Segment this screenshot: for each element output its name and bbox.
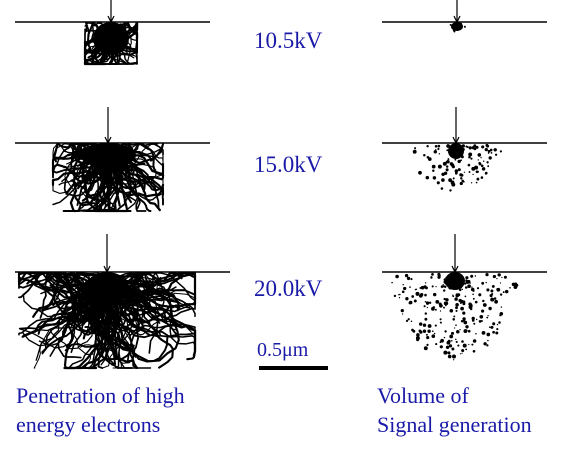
signal-volume-dots bbox=[449, 22, 466, 33]
right-caption-line-2: Signal generation bbox=[377, 412, 532, 437]
voltage-label-15kv: 15.0kV bbox=[254, 152, 323, 177]
left-caption-line-1: Penetration of high bbox=[16, 383, 185, 408]
signal-volume-panel-10kv bbox=[382, 0, 547, 33]
signal-volume-panel-20kv bbox=[382, 234, 547, 361]
electron-trajectories bbox=[83, 21, 139, 66]
signal-volume-panel-15kv bbox=[382, 107, 547, 192]
right-caption: Volume of Signal generation bbox=[377, 381, 532, 439]
scale-bar bbox=[259, 366, 328, 370]
voltage-label-10-5kv: 10.5kV bbox=[254, 28, 323, 53]
left-caption: Penetration of high energy electrons bbox=[16, 381, 185, 439]
scale-bar-label: 0.5μm bbox=[257, 339, 309, 361]
signal-volume-dots bbox=[412, 143, 503, 192]
voltage-label-20kv: 20.0kV bbox=[254, 276, 323, 301]
electron-trajectories bbox=[51, 142, 165, 213]
trajectory-panel-10kv bbox=[15, 0, 210, 66]
left-caption-line-2: energy electrons bbox=[16, 412, 161, 437]
trajectory-panel-20kv bbox=[15, 234, 230, 370]
right-caption-line-1: Volume of bbox=[377, 383, 469, 408]
signal-volume-dots bbox=[391, 272, 519, 361]
electron-trajectories bbox=[17, 271, 197, 370]
trajectory-panel-15kv bbox=[15, 107, 210, 213]
